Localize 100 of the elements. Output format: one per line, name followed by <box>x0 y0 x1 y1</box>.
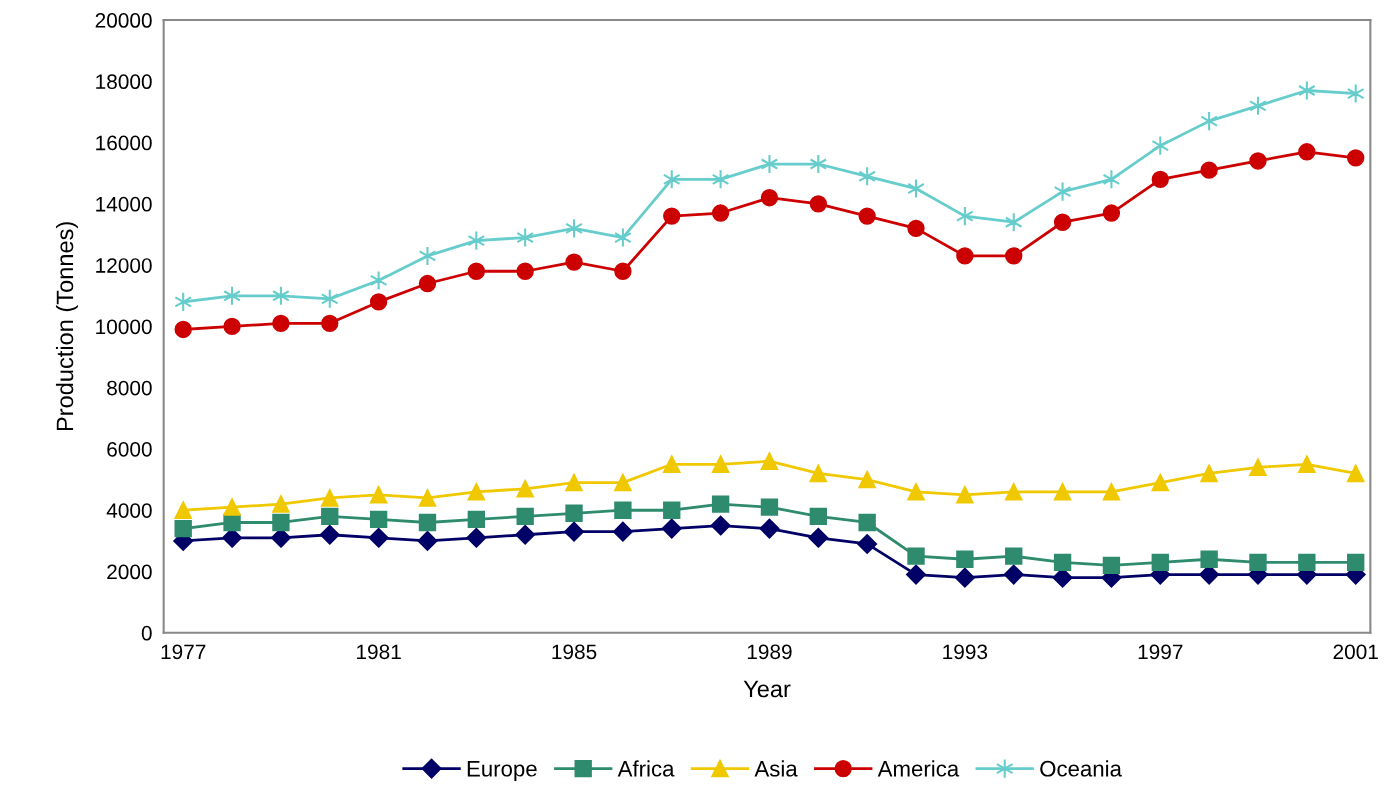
y-tick-label: 20000 <box>95 13 152 28</box>
legend-label: Europe <box>467 761 537 781</box>
point <box>809 195 827 213</box>
point <box>1151 170 1169 189</box>
point <box>954 567 975 588</box>
point <box>759 518 780 539</box>
y-tick-label: 10000 <box>96 319 152 335</box>
x-tick-label: 1993 <box>943 644 988 660</box>
y-axis-title: Production (Tonnes) <box>55 222 78 431</box>
legend-label: Asia <box>754 760 798 777</box>
point <box>467 262 486 280</box>
point <box>1005 247 1023 265</box>
point <box>417 531 438 551</box>
x-tick-label: 1977 <box>161 644 206 660</box>
point <box>565 473 583 492</box>
point <box>223 498 241 516</box>
point <box>516 480 534 498</box>
point <box>1151 473 1169 492</box>
point <box>369 486 388 504</box>
point <box>661 518 682 539</box>
y-tick-label: 8000 <box>107 380 152 396</box>
y-tick-label: 4000 <box>106 503 152 518</box>
point <box>516 262 534 280</box>
x-tick-label: 1981 <box>357 644 401 660</box>
y-tick-label: 14000 <box>96 196 152 212</box>
point <box>907 483 925 501</box>
point <box>467 483 486 501</box>
point <box>369 510 388 529</box>
point <box>1005 483 1023 501</box>
point <box>565 504 583 522</box>
y-tick-label: 16000 <box>96 135 152 151</box>
point <box>516 507 534 526</box>
point <box>858 207 876 225</box>
point <box>663 455 681 473</box>
point <box>418 489 437 507</box>
point <box>858 513 876 532</box>
point <box>809 464 827 483</box>
point <box>1200 161 1218 179</box>
point <box>906 564 926 585</box>
legend-label: Oceania <box>1040 760 1122 777</box>
legend-label: America <box>877 760 960 777</box>
point <box>1298 143 1316 161</box>
point <box>663 207 681 225</box>
point <box>613 521 633 542</box>
point <box>418 274 437 293</box>
point <box>272 495 290 513</box>
y-tick-label: 18000 <box>96 74 152 90</box>
point <box>1200 464 1218 483</box>
point <box>466 527 487 548</box>
point <box>1298 553 1316 571</box>
point <box>1102 204 1121 222</box>
point <box>614 501 632 519</box>
point <box>808 527 829 548</box>
y-tick-label: 2000 <box>107 564 152 580</box>
point <box>1249 152 1267 170</box>
point <box>956 486 974 504</box>
point <box>467 510 486 529</box>
point <box>272 513 290 532</box>
point <box>760 498 779 516</box>
point <box>321 314 339 333</box>
point <box>369 293 388 311</box>
point <box>1053 553 1072 571</box>
y-tick-label: 0 <box>141 625 152 641</box>
point <box>1151 553 1169 571</box>
point <box>1102 556 1121 575</box>
point <box>321 489 339 507</box>
point <box>1347 553 1365 571</box>
x-tick-label: 1985 <box>552 644 597 660</box>
point <box>858 470 876 489</box>
x-tick-label: 1989 <box>747 644 792 660</box>
point <box>711 455 730 473</box>
point <box>272 314 290 333</box>
point <box>711 495 730 513</box>
point <box>174 519 192 538</box>
point <box>174 291 193 312</box>
point <box>614 473 632 492</box>
point <box>1347 149 1365 167</box>
point <box>223 317 241 336</box>
point <box>321 507 339 526</box>
point <box>907 547 925 565</box>
x-tick-label: 2001 <box>1333 644 1378 660</box>
x-tick-label: 1997 <box>1138 644 1183 660</box>
point <box>1249 553 1267 571</box>
point <box>223 513 241 532</box>
point <box>760 452 779 470</box>
x-axis-title: Year <box>743 680 791 698</box>
point <box>907 219 925 238</box>
point <box>565 253 583 271</box>
point <box>319 524 340 545</box>
point <box>956 550 974 568</box>
point <box>418 513 437 532</box>
point <box>1102 483 1121 501</box>
point <box>809 507 827 526</box>
point <box>1298 455 1316 473</box>
point <box>174 501 192 519</box>
point <box>956 247 974 265</box>
y-tick-label: 6000 <box>107 441 152 457</box>
point <box>1005 547 1023 565</box>
point <box>564 521 584 542</box>
point <box>711 204 730 222</box>
